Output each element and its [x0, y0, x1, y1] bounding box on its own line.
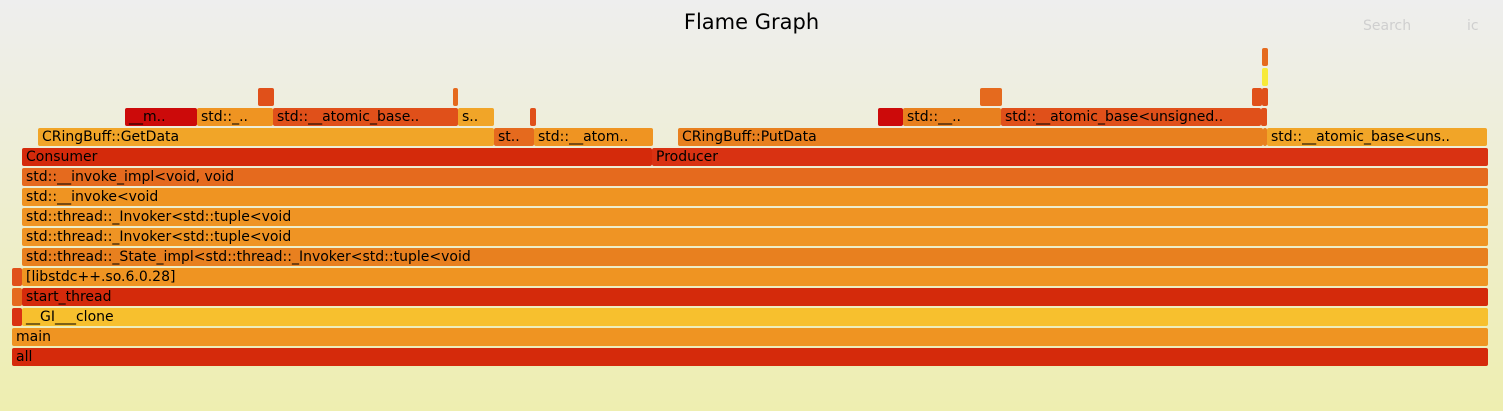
frame-label: __GI___clone	[26, 309, 114, 325]
frame-label: __m..	[129, 109, 166, 125]
search-button[interactable]: Search	[1363, 18, 1412, 34]
flame-frame[interactable]: Consumer	[22, 148, 652, 166]
flame-frame[interactable]: std::__atomic_base<unsigned..	[1001, 108, 1261, 126]
frame-label: std::__invoke<void	[26, 189, 159, 205]
flame-frame[interactable]	[453, 88, 458, 106]
flame-frame[interactable]: std::__invoke<void	[22, 188, 1488, 206]
frame-label: main	[16, 329, 51, 345]
frame-label: std::__atomic_base<unsigned..	[1005, 109, 1224, 125]
frame-label: CRingBuff::GetData	[42, 129, 180, 145]
flame-frame[interactable]: start_thread	[22, 288, 1488, 306]
frame-label: Consumer	[26, 149, 98, 165]
flame-frame[interactable]	[1261, 108, 1267, 126]
flame-frame[interactable]: std::__atomic_base..	[273, 108, 458, 126]
flame-frame[interactable]: std::thread::_Invoker<std::tuple<void	[22, 208, 1488, 226]
flame-frame[interactable]	[258, 88, 274, 106]
flame-frame[interactable]	[12, 268, 22, 286]
flame-frame[interactable]: st..	[494, 128, 534, 146]
flame-frame[interactable]: std::thread::_State_impl<std::thread::_I…	[22, 248, 1488, 266]
frame-label: CRingBuff::PutData	[682, 129, 817, 145]
flame-frame[interactable]: __GI___clone	[22, 308, 1488, 326]
frame-label: s..	[462, 109, 479, 125]
flame-frame[interactable]: std::_..	[197, 108, 273, 126]
frame-label: [libstdc++.so.6.0.28]	[26, 269, 176, 285]
frame-label: std::thread::_Invoker<std::tuple<void	[26, 229, 292, 245]
flame-frame[interactable]: Producer	[652, 148, 1488, 166]
frame-label: start_thread	[26, 289, 112, 305]
frame-label: std::thread::_Invoker<std::tuple<void	[26, 209, 292, 225]
flame-frame[interactable]: __m..	[125, 108, 197, 126]
flame-frame[interactable]	[878, 108, 903, 126]
flame-frame[interactable]: CRingBuff::PutData	[678, 128, 1263, 146]
flame-frame[interactable]: std::__..	[903, 108, 1001, 126]
flame-frame[interactable]	[1262, 68, 1268, 86]
flame-frame[interactable]	[12, 288, 22, 306]
flame-frame[interactable]: std::__invoke_impl<void, void	[22, 168, 1488, 186]
frame-label: std::thread::_State_impl<std::thread::_I…	[26, 249, 471, 265]
flame-frame[interactable]	[1252, 88, 1262, 106]
flame-frame[interactable]: s..	[458, 108, 494, 126]
flame-frame[interactable]: main	[12, 328, 1488, 346]
frame-label: std::__atomic_base<uns..	[1271, 129, 1451, 145]
flame-frame[interactable]: std::__atomic_base<uns..	[1267, 128, 1487, 146]
page-title: Flame Graph	[683, 10, 820, 34]
frame-label: std::__atom..	[538, 129, 629, 145]
frame-label: st..	[498, 129, 520, 145]
flame-frame[interactable]: std::__atom..	[534, 128, 653, 146]
frame-label: std::__..	[907, 109, 962, 125]
flame-frame[interactable]	[980, 88, 1002, 106]
frame-label: std::_..	[201, 109, 249, 125]
frame-label: std::__invoke_impl<void, void	[26, 169, 235, 185]
flame-frame[interactable]	[12, 308, 22, 326]
flame-frame[interactable]	[530, 108, 536, 126]
flame-frame[interactable]: [libstdc++.so.6.0.28]	[22, 268, 1488, 286]
flame-frame[interactable]	[1263, 128, 1267, 146]
flame-frame[interactable]	[1262, 48, 1268, 66]
frame-label: all	[16, 349, 33, 365]
flame-frame[interactable]: CRingBuff::GetData	[38, 128, 494, 146]
flame-frame[interactable]	[1262, 88, 1268, 106]
frame-label: std::__atomic_base..	[277, 109, 420, 125]
frame-label: Producer	[656, 149, 719, 165]
ignore-case-toggle[interactable]: ic	[1467, 18, 1479, 34]
flame-frame[interactable]: all	[12, 348, 1488, 366]
flame-frame[interactable]: std::thread::_Invoker<std::tuple<void	[22, 228, 1488, 246]
